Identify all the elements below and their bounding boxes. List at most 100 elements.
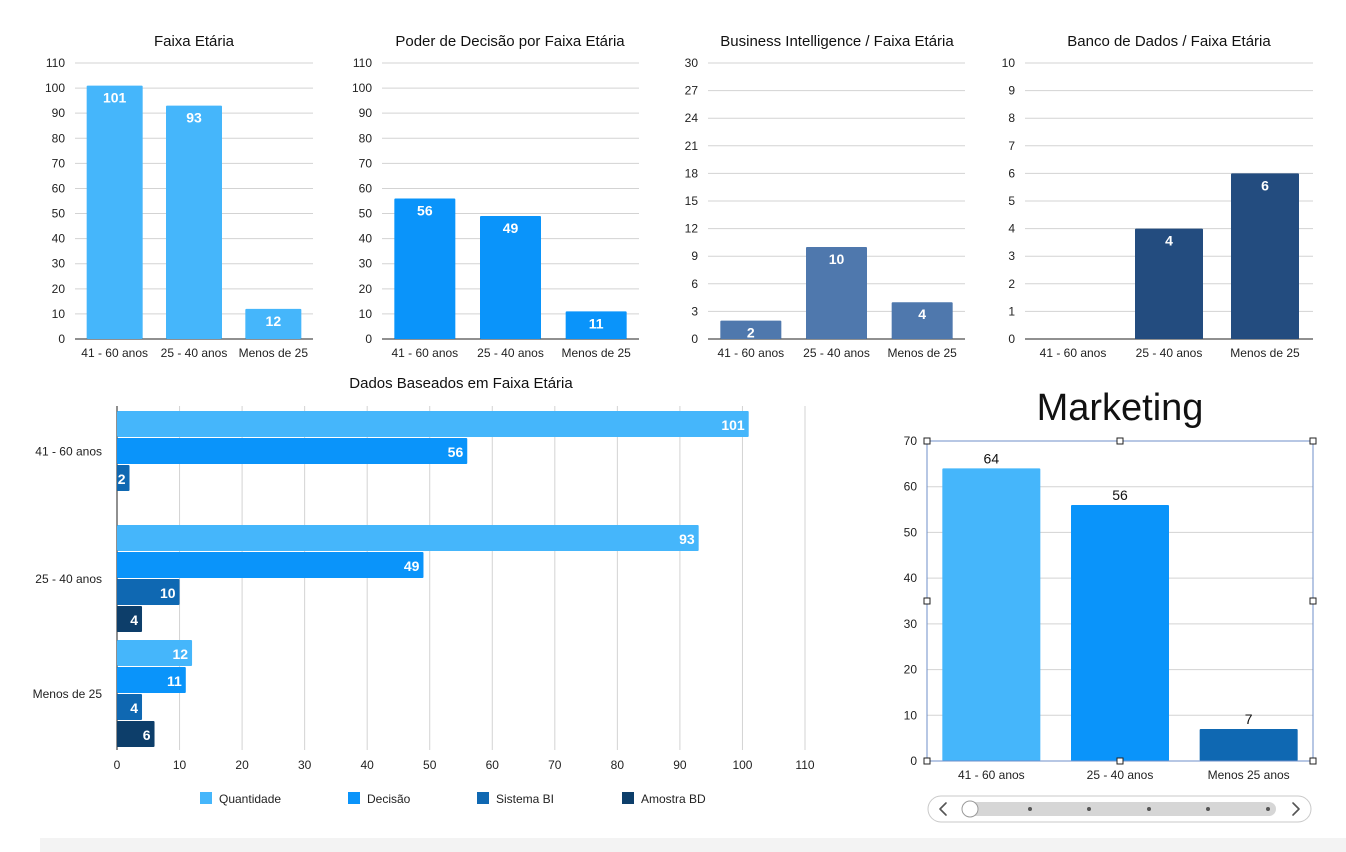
y-tick-label: 6 <box>691 277 698 291</box>
chart-dados-baseados[interactable]: Dados Baseados em Faixa Etária 0 10 20 30 40 5… <box>33 375 815 806</box>
x-tick-label: 10 <box>173 758 187 772</box>
x-tick-label: 30 <box>298 758 312 772</box>
bar[interactable] <box>117 721 155 747</box>
bar[interactable] <box>86 85 143 339</box>
y-tick-label: 20 <box>359 282 373 296</box>
chart-banco-de-dados[interactable]: Banco de Dados / Faixa Etária 0 1 2 3 4 5 6 7 8 9 1… <box>1002 33 1313 360</box>
y-tick-label: 18 <box>685 166 699 180</box>
bar[interactable] <box>117 640 193 666</box>
data-label: 93 <box>679 531 695 547</box>
data-label: 6 <box>143 727 151 743</box>
scroller-dot <box>1206 807 1210 811</box>
chart-business-intelligence[interactable]: Business Intelligence / Faixa Etária 0 3 6 9… <box>685 33 965 360</box>
bar[interactable] <box>480 216 541 339</box>
scroller-dot <box>1147 807 1151 811</box>
x-tick-label: 100 <box>732 758 752 772</box>
y-tick-label: 0 <box>691 332 698 346</box>
y-tick-label: 21 <box>685 139 699 153</box>
chart-poder-de-decisao[interactable]: Poder de Decisão por Faixa Etária 0 10 20 30… <box>352 33 639 360</box>
y-tick-label: 70 <box>904 434 918 448</box>
x-tick-label: 50 <box>423 758 437 772</box>
data-label: 2 <box>747 325 755 341</box>
data-label: 7 <box>1245 711 1253 727</box>
y-tick-label: 80 <box>359 131 373 145</box>
bar[interactable] <box>1135 228 1203 339</box>
data-label: 56 <box>448 444 464 460</box>
legend-label: Quantidade <box>219 792 281 806</box>
x-tick-label: 41 - 60 anos <box>717 346 784 360</box>
bar[interactable] <box>891 302 953 339</box>
x-tick-label: 25 - 40 anos <box>803 346 870 360</box>
resize-handle[interactable] <box>1309 597 1317 605</box>
resize-handle[interactable] <box>1309 437 1317 445</box>
legend-item[interactable]: Decisão <box>348 792 411 806</box>
data-label: 4 <box>130 612 138 628</box>
y-tick-label: 9 <box>1008 84 1015 98</box>
resize-handle[interactable] <box>923 597 931 605</box>
y-tick-label: 0 <box>1008 332 1015 346</box>
bar[interactable] <box>117 552 424 578</box>
chart-title: Faixa Etária <box>154 33 235 50</box>
bar[interactable] <box>394 198 456 339</box>
bar[interactable] <box>117 411 749 437</box>
bar[interactable] <box>720 320 782 339</box>
scroller-knob[interactable] <box>961 800 979 818</box>
y-tick-label: 3 <box>1008 249 1015 263</box>
legend-item[interactable]: Amostra BD <box>622 792 706 806</box>
x-tick-label: 70 <box>548 758 562 772</box>
y-tick-label: 80 <box>52 131 66 145</box>
resize-handle[interactable] <box>1309 757 1317 765</box>
data-label: 101 <box>103 90 127 106</box>
y-tick-label: 100 <box>352 81 372 95</box>
bar[interactable] <box>942 468 1041 761</box>
y-tick-label: 8 <box>1008 111 1015 125</box>
y-tick-label: 30 <box>685 56 699 70</box>
y-tick-label: 2 <box>1008 277 1015 291</box>
bar[interactable] <box>117 579 180 605</box>
bar[interactable] <box>565 311 627 339</box>
chart-marketing[interactable]: Marketing 0 10 20 30 40 50 60 70 41 - 60 anos 64 25… <box>904 387 1317 782</box>
bar[interactable] <box>1199 729 1298 761</box>
bar[interactable] <box>806 247 867 339</box>
bar[interactable] <box>117 606 143 632</box>
chevron-right-icon[interactable] <box>1292 802 1300 816</box>
y-tick-label: 20 <box>904 663 918 677</box>
y-tick-label: 41 - 60 anos <box>35 445 102 459</box>
bar[interactable] <box>245 308 302 339</box>
x-tick-label: 0 <box>114 758 121 772</box>
bar[interactable] <box>117 525 699 551</box>
data-label: 10 <box>160 585 176 601</box>
y-tick-label: 10 <box>359 307 373 321</box>
y-tick-label: 40 <box>904 571 918 585</box>
bar[interactable] <box>117 667 186 693</box>
data-label: 49 <box>503 220 519 236</box>
bar[interactable] <box>117 694 143 720</box>
bar[interactable] <box>166 105 222 340</box>
x-tick-label: Menos de 25 <box>561 346 631 360</box>
bar[interactable] <box>1071 505 1169 761</box>
y-tick-label: 60 <box>359 181 373 195</box>
resize-handle[interactable] <box>1116 757 1124 765</box>
y-tick-label: 50 <box>52 207 66 221</box>
data-label: 64 <box>984 450 1000 466</box>
chevron-left-icon[interactable] <box>939 802 947 816</box>
scroller-track[interactable] <box>962 802 1276 816</box>
y-tick-label: 4 <box>1008 222 1015 236</box>
data-label: 4 <box>130 700 138 716</box>
y-tick-label: 30 <box>52 257 66 271</box>
y-tick-label: 90 <box>52 106 66 120</box>
y-tick-label: 100 <box>45 81 65 95</box>
legend-item[interactable]: Sistema BI <box>477 792 554 806</box>
resize-handle[interactable] <box>1116 437 1124 445</box>
chart-faixa-etaria[interactable]: Faixa Etária 0 10 20 30 40 50 60 70 80 90 100 110 41 … <box>45 33 313 360</box>
bar[interactable] <box>117 438 468 464</box>
resize-handle[interactable] <box>923 437 931 445</box>
x-tick-label: 90 <box>673 758 687 772</box>
resize-handle[interactable] <box>923 757 931 765</box>
chart-scroller[interactable] <box>927 795 1312 823</box>
x-tick-label: 25 - 40 anos <box>1087 768 1154 782</box>
bar[interactable] <box>1231 173 1299 339</box>
data-label: 11 <box>589 315 604 331</box>
bar[interactable] <box>117 465 130 491</box>
legend-item[interactable]: Quantidade <box>200 792 281 806</box>
